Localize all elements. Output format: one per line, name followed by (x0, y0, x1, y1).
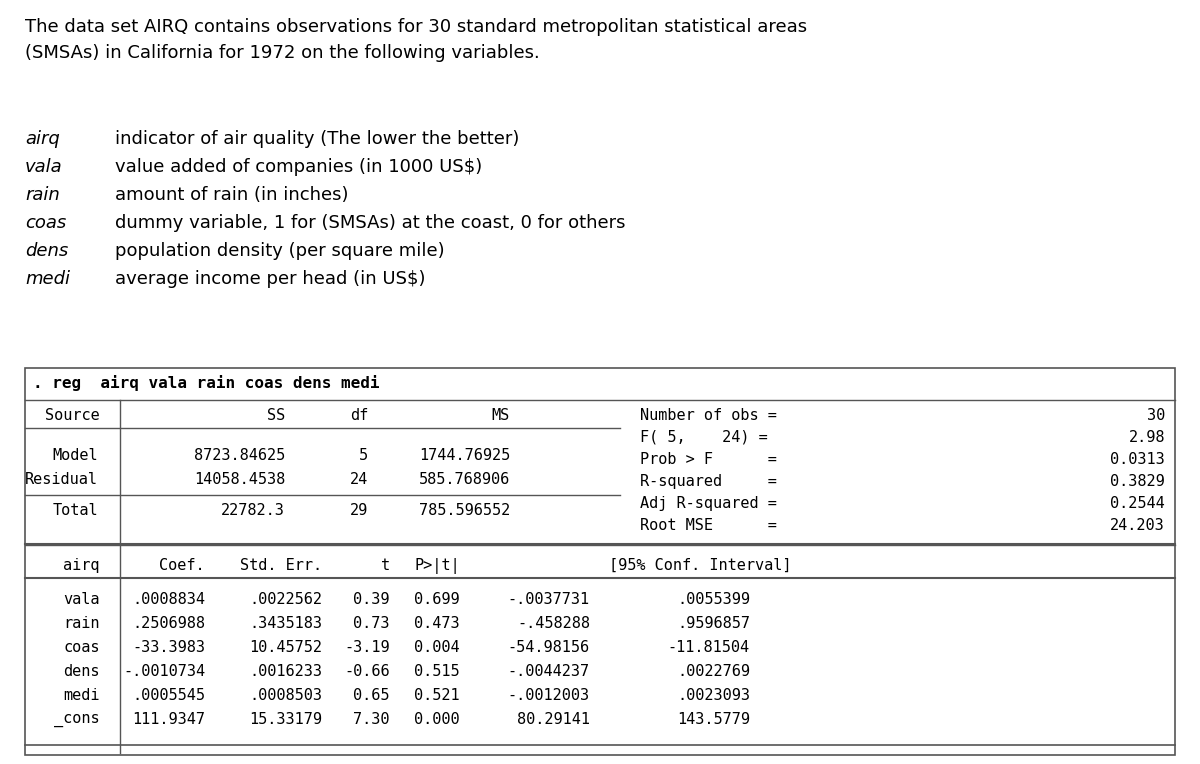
Text: dummy variable, 1 for (SMSAs) at the coast, 0 for others: dummy variable, 1 for (SMSAs) at the coa… (115, 214, 625, 232)
Text: 0.521: 0.521 (414, 688, 460, 703)
Text: 0.0313: 0.0313 (1110, 452, 1165, 467)
Bar (25, 368, 1175, 755)
Text: Model: Model (53, 448, 98, 463)
Text: 5: 5 (359, 448, 368, 463)
Text: R-squared     =: R-squared = (640, 474, 776, 489)
Text: 785.596552: 785.596552 (419, 503, 510, 518)
Text: rain: rain (25, 186, 60, 204)
Text: airq: airq (64, 558, 100, 573)
Text: medi: medi (25, 270, 70, 288)
Text: df: df (349, 408, 368, 423)
Text: SS: SS (266, 408, 286, 423)
Text: .0055399: .0055399 (677, 592, 750, 607)
Text: dens: dens (64, 664, 100, 679)
Text: 10.45752: 10.45752 (250, 640, 322, 655)
Text: 0.473: 0.473 (414, 616, 460, 631)
Text: 0.3829: 0.3829 (1110, 474, 1165, 489)
Text: 7.30: 7.30 (354, 712, 390, 727)
Text: .2506988: .2506988 (132, 616, 205, 631)
Text: .0022562: .0022562 (250, 592, 322, 607)
Text: MS: MS (492, 408, 510, 423)
Text: .0016233: .0016233 (250, 664, 322, 679)
Text: .0008503: .0008503 (250, 688, 322, 703)
Text: vala: vala (25, 158, 62, 176)
Text: rain: rain (64, 616, 100, 631)
Text: 1744.76925: 1744.76925 (419, 448, 510, 463)
Text: 0.39: 0.39 (354, 592, 390, 607)
Text: population density (per square mile): population density (per square mile) (115, 242, 445, 260)
Text: 111.9347: 111.9347 (132, 712, 205, 727)
Text: -.0037731: -.0037731 (508, 592, 590, 607)
Text: The data set AIRQ contains observations for 30 standard metropolitan statistical: The data set AIRQ contains observations … (25, 18, 808, 62)
Text: .3435183: .3435183 (250, 616, 322, 631)
Text: 29: 29 (349, 503, 368, 518)
Text: Std. Err.: Std. Err. (240, 558, 322, 573)
Text: 22782.3: 22782.3 (221, 503, 286, 518)
Text: [95% Conf. Interval]: [95% Conf. Interval] (608, 558, 791, 573)
Text: medi: medi (64, 688, 100, 703)
Text: .9596857: .9596857 (677, 616, 750, 631)
Text: .0008834: .0008834 (132, 592, 205, 607)
Text: .0005545: .0005545 (132, 688, 205, 703)
Text: amount of rain (in inches): amount of rain (in inches) (115, 186, 348, 204)
Text: 585.768906: 585.768906 (419, 472, 510, 487)
Text: Total: Total (53, 503, 98, 518)
Text: 15.33179: 15.33179 (250, 712, 322, 727)
Text: 0.699: 0.699 (414, 592, 460, 607)
Text: 14058.4538: 14058.4538 (193, 472, 286, 487)
Text: 24: 24 (349, 472, 368, 487)
Text: _cons: _cons (54, 712, 100, 727)
Text: 24.203: 24.203 (1110, 518, 1165, 533)
Text: average income per head (in US$): average income per head (in US$) (115, 270, 426, 288)
Text: P>|t|: P>|t| (414, 558, 460, 574)
Text: coas: coas (64, 640, 100, 655)
Text: coas: coas (25, 214, 66, 232)
Text: -.0044237: -.0044237 (508, 664, 590, 679)
Text: airq: airq (25, 130, 60, 148)
Text: t: t (380, 558, 390, 573)
Text: -0.66: -0.66 (344, 664, 390, 679)
Text: Source: Source (46, 408, 100, 423)
Text: -.0012003: -.0012003 (508, 688, 590, 703)
Text: 2.98: 2.98 (1128, 430, 1165, 445)
Text: Prob > F      =: Prob > F = (640, 452, 776, 467)
Text: -11.81504: -11.81504 (668, 640, 750, 655)
Text: 0.004: 0.004 (414, 640, 460, 655)
Text: Number of obs =: Number of obs = (640, 408, 776, 423)
Text: 80.29141: 80.29141 (517, 712, 590, 727)
Text: .0023093: .0023093 (677, 688, 750, 703)
Text: 8723.84625: 8723.84625 (193, 448, 286, 463)
Text: . reg  airq vala rain coas dens medi: . reg airq vala rain coas dens medi (34, 375, 379, 391)
Text: -3.19: -3.19 (344, 640, 390, 655)
Text: 0.515: 0.515 (414, 664, 460, 679)
Text: value added of companies (in 1000 US$): value added of companies (in 1000 US$) (115, 158, 482, 176)
Text: dens: dens (25, 242, 68, 260)
Text: 143.5779: 143.5779 (677, 712, 750, 727)
Text: Residual: Residual (25, 472, 98, 487)
Text: 30: 30 (1147, 408, 1165, 423)
Text: Coef.: Coef. (160, 558, 205, 573)
Text: -33.3983: -33.3983 (132, 640, 205, 655)
Text: .0022769: .0022769 (677, 664, 750, 679)
Text: -54.98156: -54.98156 (508, 640, 590, 655)
Text: 0.73: 0.73 (354, 616, 390, 631)
Text: F( 5,    24) =: F( 5, 24) = (640, 430, 768, 445)
Text: 0.2544: 0.2544 (1110, 496, 1165, 511)
Text: 0.000: 0.000 (414, 712, 460, 727)
Text: 0.65: 0.65 (354, 688, 390, 703)
Text: -.0010734: -.0010734 (122, 664, 205, 679)
Text: vala: vala (64, 592, 100, 607)
Text: indicator of air quality (The lower the better): indicator of air quality (The lower the … (115, 130, 520, 148)
Text: Adj R-squared =: Adj R-squared = (640, 496, 776, 511)
Text: Root MSE      =: Root MSE = (640, 518, 776, 533)
Text: -.458288: -.458288 (517, 616, 590, 631)
